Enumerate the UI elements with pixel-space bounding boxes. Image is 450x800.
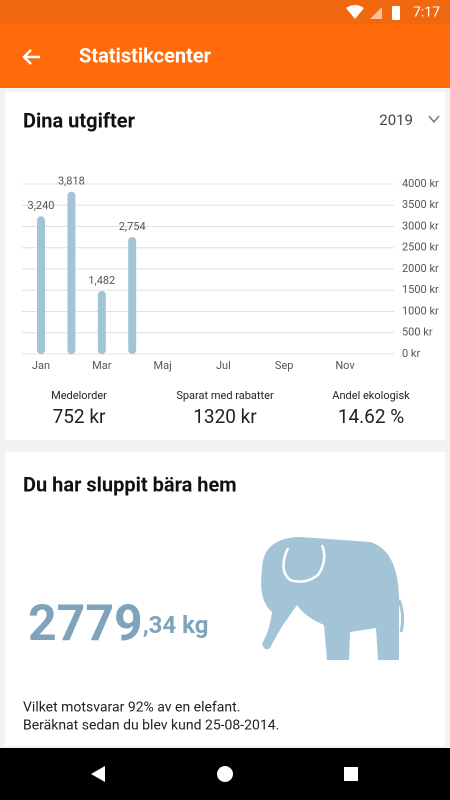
weight-integer: 2779 — [28, 595, 143, 653]
app-title: Statistikcenter — [79, 43, 212, 67]
bar — [128, 236, 137, 354]
x-tick-label: Mar — [92, 359, 112, 372]
stat-label: Andel ekologisk — [332, 389, 410, 402]
battery-icon — [392, 6, 400, 20]
stat-label: Medelorder — [51, 389, 107, 402]
y-tick-label: 2500 kr — [402, 241, 439, 254]
y-tick-label: 500 kr — [402, 326, 433, 339]
signal-icon — [370, 7, 382, 19]
status-time: 7:17 — [413, 5, 440, 21]
bar — [97, 291, 106, 354]
stat-label: Sparat med rabatter — [176, 389, 274, 402]
weight-amount: 2779,34 kg — [28, 595, 208, 653]
expenses-card — [5, 92, 445, 440]
y-tick-label: 2000 kr — [402, 262, 439, 275]
stats-row: Medelorder 752 kr Sparat med rabatter 1320 … — [51, 389, 410, 428]
card-title: Du har sluppit bära hem — [23, 472, 237, 496]
info-line: Beräknat sedan du blev kund 25-08-2014. — [23, 718, 279, 734]
back-button[interactable] — [22, 49, 40, 65]
bar-value-label: 3,240 — [28, 199, 55, 212]
y-tick-label: 1000 kr — [402, 304, 439, 317]
bar-value-label: 3,818 — [58, 175, 85, 188]
stat-value: 1320 kr — [193, 405, 257, 428]
nav-back[interactable] — [91, 766, 105, 782]
bar — [37, 216, 45, 354]
stat-value: 752 kr — [53, 405, 106, 428]
nav-home[interactable] — [217, 766, 233, 782]
status-bar — [0, 0, 450, 24]
dropdown-chevron[interactable] — [428, 115, 440, 124]
x-tick-label: Jul — [216, 359, 231, 372]
info-line: Vilket motsvarar 92% av en elefant. — [23, 700, 240, 716]
bar — [67, 191, 76, 354]
app-bar — [0, 24, 450, 88]
y-tick-label: 3500 kr — [402, 198, 439, 211]
nav-recents[interactable] — [344, 767, 358, 781]
y-tick-label: 1500 kr — [402, 283, 439, 296]
y-tick-label: 3000 kr — [402, 219, 439, 232]
bar-value-label: 2,754 — [119, 220, 146, 233]
x-tick-label: Maj — [153, 359, 171, 372]
bar-chart: 0 kr 500 kr 1000 kr 1500 kr 2000 kr 2500 kr 30… — [22, 175, 439, 372]
card-title: Dina utgifter — [23, 108, 136, 132]
elephant-icon — [261, 537, 405, 660]
stat-value: 14.62 % — [338, 405, 404, 428]
year-select[interactable]: 2019 — [379, 111, 413, 129]
wifi-icon — [346, 5, 364, 19]
x-tick-label: Sep — [275, 359, 294, 372]
y-tick-label: 0 kr — [402, 347, 420, 360]
x-tick-label: Nov — [335, 359, 355, 372]
x-tick-label: Jan — [32, 359, 50, 372]
bar-value-label: 1,482 — [88, 274, 115, 287]
y-tick-label: 4000 kr — [402, 177, 439, 190]
weight-decimals: ,34 kg — [143, 611, 209, 639]
